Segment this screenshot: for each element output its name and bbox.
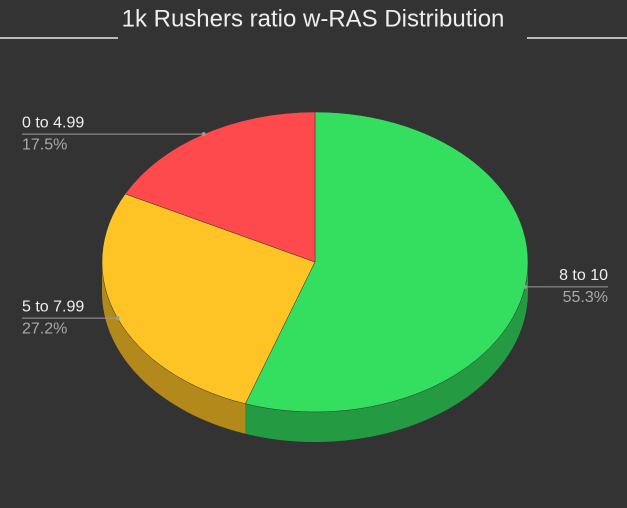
slice-value-label: 17.5% [22,136,67,153]
slice-value-label: 27.2% [22,320,67,337]
slice-label: 0 to 4.99 [22,114,84,131]
slice-side [245,262,528,442]
leader-dot [523,284,528,289]
chart-title: 1k Rushers ratio w-RAS Distribution [122,5,505,32]
slice-value-label: 55.3% [563,289,608,306]
slice-side [102,262,246,434]
leader-dot [201,132,206,137]
slice-label: 8 to 10 [559,267,608,284]
slice-label: 5 to 7.99 [22,298,84,315]
leader-dot [115,316,120,321]
